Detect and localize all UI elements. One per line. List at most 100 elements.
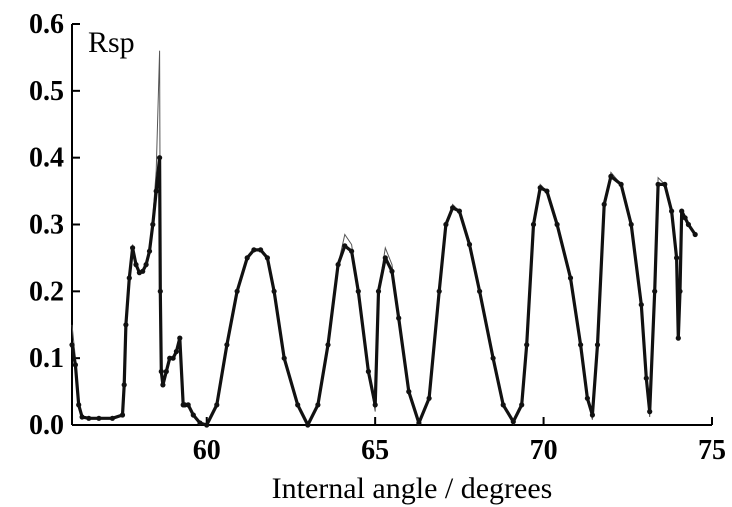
- measured-point: [537, 185, 543, 191]
- measured-point: [96, 415, 102, 421]
- measured-point: [158, 368, 164, 375]
- measured-point: [584, 395, 591, 401]
- x-axis-title: Internal angle / degrees: [272, 472, 553, 505]
- measured-point: [146, 248, 153, 254]
- measured-point: [72, 362, 78, 368]
- measured-point: [76, 402, 82, 408]
- measured-point: [450, 205, 456, 211]
- measured-point: [510, 419, 516, 425]
- measured-point: [119, 412, 126, 418]
- measured-point: [594, 342, 601, 348]
- measured-point: [264, 255, 270, 261]
- measured-point: [177, 335, 183, 341]
- x-tick-label: 60: [193, 435, 221, 466]
- y-tick-label: 0.3: [29, 210, 64, 241]
- measured-point: [234, 288, 240, 294]
- measured-point: [500, 402, 506, 408]
- measured-point: [652, 288, 658, 294]
- y-tick-label: 0.0: [29, 410, 64, 441]
- measured-point: [204, 422, 210, 428]
- measured-point: [578, 342, 584, 348]
- measured-point: [519, 402, 525, 408]
- measured-point: [157, 288, 163, 294]
- measured-point: [567, 275, 574, 281]
- measured-point: [675, 335, 681, 341]
- measured-point: [685, 221, 692, 228]
- measured-point: [544, 188, 550, 194]
- measured-point: [185, 402, 191, 408]
- measured-point: [143, 262, 149, 268]
- measured-point: [554, 221, 560, 228]
- measured-point: [372, 402, 378, 408]
- measured-point: [335, 262, 341, 268]
- measured-point: [190, 412, 196, 418]
- x-tick-label: 70: [530, 435, 558, 466]
- measured-point: [109, 415, 115, 421]
- measured-point: [355, 288, 361, 294]
- measured-point: [121, 382, 127, 388]
- y-tick-label: 0.1: [29, 343, 64, 374]
- measured-point: [679, 208, 685, 214]
- measured-point: [140, 268, 146, 274]
- measured-point: [490, 355, 496, 361]
- measured-point: [79, 414, 85, 420]
- measured-point: [123, 322, 129, 328]
- y-tick-label: 0.5: [29, 76, 64, 107]
- measured-point: [214, 402, 220, 408]
- measured-point: [608, 173, 614, 179]
- measured-point: [160, 382, 166, 388]
- measured-point: [153, 188, 159, 194]
- measured-point: [281, 355, 287, 361]
- measured-point: [436, 288, 442, 294]
- measured-point: [669, 208, 675, 214]
- measured-points: [69, 155, 698, 428]
- measured-point: [244, 255, 250, 261]
- measured-point: [170, 355, 176, 361]
- measured-point: [157, 155, 163, 161]
- measured-point: [692, 231, 698, 238]
- measured-point: [477, 288, 483, 294]
- measured-point: [589, 412, 596, 418]
- measured-point: [305, 422, 311, 428]
- x-ticks: 60 65 70 75: [193, 417, 726, 466]
- measured-point: [325, 342, 331, 348]
- measured-point: [86, 415, 92, 421]
- measured-point: [197, 420, 203, 426]
- measured-point: [295, 402, 301, 408]
- measured-point: [251, 247, 257, 253]
- y-ticks: 0.0 0.1 0.2 0.3 0.4 0.5 0.6: [29, 9, 80, 441]
- measured-point: [655, 181, 661, 187]
- measured-point: [349, 248, 355, 254]
- measured-point: [456, 208, 462, 214]
- series-layer: [69, 50, 698, 428]
- measured-point: [130, 245, 136, 251]
- y-tick-label: 0.4: [29, 143, 64, 174]
- measured-point: [133, 262, 139, 268]
- measured-point: [126, 275, 132, 281]
- measured-point: [342, 243, 348, 249]
- measured-point: [674, 255, 680, 261]
- measured-point: [638, 302, 644, 308]
- measured-point: [69, 342, 75, 348]
- measured-point: [416, 420, 422, 426]
- measured-point: [150, 221, 156, 228]
- measured-point: [271, 288, 277, 294]
- y-axis-label: Rsp: [88, 26, 135, 59]
- y-tick-label: 0.2: [29, 276, 64, 307]
- measured-series-line: [70, 156, 697, 427]
- y-tick-label: 0.6: [29, 9, 64, 40]
- measured-point: [396, 315, 402, 321]
- measured-point: [530, 221, 537, 228]
- measured-point: [643, 375, 649, 381]
- x-tick-label: 65: [361, 435, 389, 466]
- measured-point: [524, 342, 530, 348]
- measured-point: [618, 181, 624, 187]
- x-tick-label: 75: [698, 435, 726, 466]
- measured-point: [662, 181, 668, 187]
- measured-point: [163, 368, 169, 375]
- measured-point: [382, 255, 388, 261]
- measured-point: [628, 221, 634, 228]
- measured-point: [443, 221, 449, 228]
- measured-point: [389, 268, 395, 274]
